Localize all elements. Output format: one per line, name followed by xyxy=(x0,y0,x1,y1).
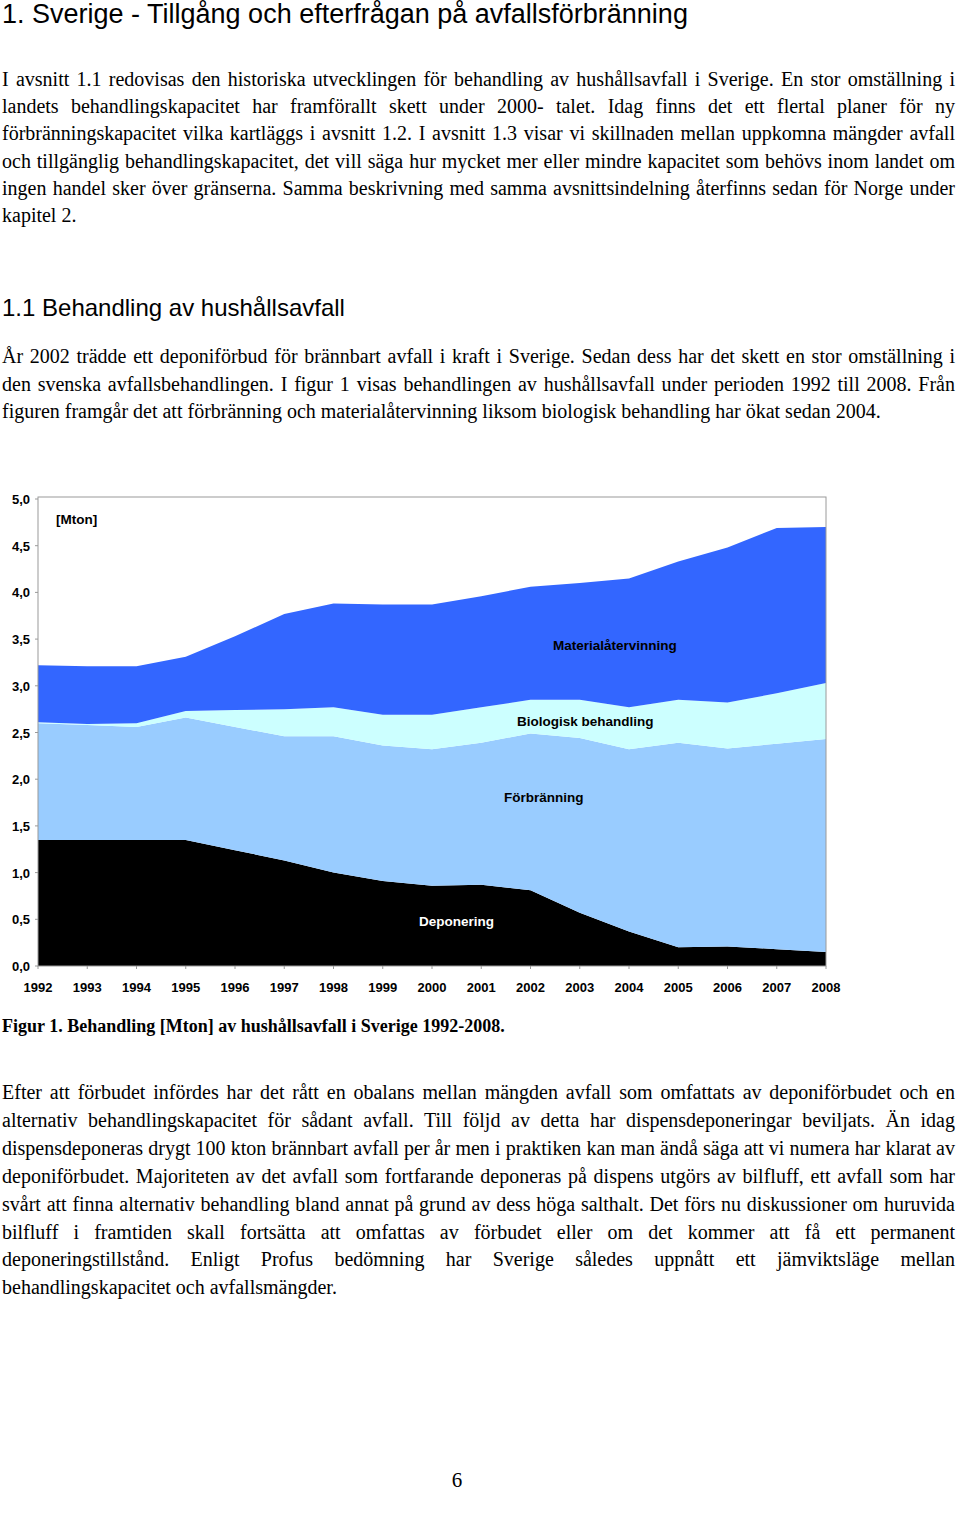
x-tick-label: 2006 xyxy=(713,980,742,995)
section-paragraph: År 2002 trädde ett deponiförbud för brän… xyxy=(2,343,955,426)
area-3 xyxy=(38,527,826,724)
x-tick-label: 1998 xyxy=(319,980,348,995)
x-tick-label: 2002 xyxy=(516,980,545,995)
chart: 0,0 0,5 1,0 1,5 2,0 2,5 3,0 3,5 4,0 4,5 5,0 1992 199… xyxy=(0,485,960,1015)
x-tick xyxy=(629,966,630,969)
area-1 xyxy=(38,718,826,952)
x-tick-label: 2003 xyxy=(565,980,594,995)
x-tick xyxy=(136,966,137,969)
x-tick xyxy=(530,966,531,969)
x-tick xyxy=(579,966,580,969)
body-paragraph: Efter att förbudet infördes har det rått… xyxy=(2,1079,955,1302)
x-tick-label: 2004 xyxy=(615,980,645,995)
y-tick xyxy=(35,685,38,686)
y-tick xyxy=(35,639,38,640)
x-tick xyxy=(38,966,39,969)
x-tick-label: 1994 xyxy=(122,980,152,995)
x-tick-label: 2008 xyxy=(812,980,841,995)
x-tick xyxy=(87,966,88,969)
section-heading: 1.1 Behandling av hushållsavfall xyxy=(2,293,345,323)
series-label: Biologisk behandling xyxy=(517,714,654,729)
plot-area xyxy=(38,527,826,966)
series-label: Förbränning xyxy=(504,790,584,805)
x-tick-label: 2007 xyxy=(762,980,791,995)
y-tick-label: 2,0 xyxy=(12,772,30,787)
y-tick xyxy=(35,872,38,873)
y-tick xyxy=(35,732,38,733)
x-tick xyxy=(284,966,285,969)
y-tick-label: 5,0 xyxy=(12,492,30,507)
y-tick-label: 0,5 xyxy=(12,912,30,927)
x-tick-label: 1992 xyxy=(24,980,53,995)
y-tick-label: 1,5 xyxy=(12,819,30,834)
x-tick xyxy=(382,966,383,969)
x-tick-label: 2001 xyxy=(467,980,496,995)
x-tick xyxy=(235,966,236,969)
y-tick xyxy=(35,825,38,826)
y-tick-label: 4,5 xyxy=(12,539,30,554)
x-tick-label: 1997 xyxy=(270,980,299,995)
x-tick xyxy=(678,966,679,969)
x-tick-label: 2000 xyxy=(418,980,447,995)
y-tick-label: 3,5 xyxy=(12,632,30,647)
y-tick xyxy=(35,592,38,593)
figure-caption: Figur 1. Behandling [Mton] av hushållsav… xyxy=(2,1014,505,1038)
x-tick xyxy=(185,966,186,969)
x-tick xyxy=(333,966,334,969)
y-tick xyxy=(35,779,38,780)
y-tick xyxy=(35,545,38,546)
y-tick-label: 0,0 xyxy=(12,959,30,974)
x-tick xyxy=(727,966,728,969)
x-tick-label: 1996 xyxy=(221,980,250,995)
x-tick-label: 1999 xyxy=(368,980,397,995)
series-label: Deponering xyxy=(419,914,494,929)
y-axis-label: [Mton] xyxy=(56,512,97,527)
series-label: Materialåtervinning xyxy=(553,638,677,653)
page-heading: 1. Sverige - Tillgång och efterfrågan på… xyxy=(2,0,688,31)
y-tick-label: 3,0 xyxy=(12,679,30,694)
x-tick xyxy=(776,966,777,969)
x-tick xyxy=(826,966,827,969)
y-tick-label: 1,0 xyxy=(12,866,30,881)
y-tick-label: 2,5 xyxy=(12,726,30,741)
x-tick xyxy=(432,966,433,969)
page-number: 6 xyxy=(447,1467,467,1493)
x-tick-label: 1995 xyxy=(171,980,200,995)
x-tick xyxy=(481,966,482,969)
x-tick-label: 2005 xyxy=(664,980,693,995)
y-tick xyxy=(35,499,38,500)
x-tick-label: 1993 xyxy=(73,980,102,995)
plot-frame xyxy=(38,497,826,966)
y-tick xyxy=(35,919,38,920)
y-tick-label: 4,0 xyxy=(12,585,30,600)
intro-paragraph: I avsnitt 1.1 redovisas den historiska u… xyxy=(2,66,955,229)
